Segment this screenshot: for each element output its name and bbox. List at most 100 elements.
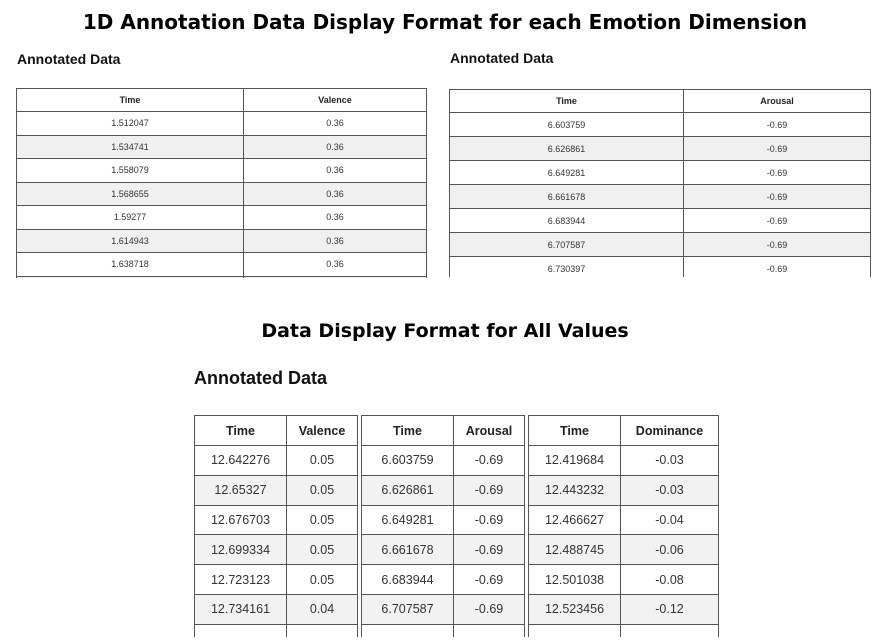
value-cell: 0.04 — [286, 593, 358, 625]
table-row: 12.488745 -0.06 — [528, 534, 719, 566]
time-cell: 6.707587 — [449, 232, 684, 257]
all-values-heading: Annotated Data — [194, 368, 328, 388]
empty-cell — [16, 275, 244, 278]
time-cell: 1.512047 — [16, 111, 244, 136]
table-row: 6.661678 -0.69 — [361, 534, 525, 566]
value-cell: -0.69 — [453, 564, 525, 595]
table-row: 6.603759 -0.69 — [361, 445, 525, 476]
time-cell: 1.534741 — [16, 134, 244, 159]
value-cell: -0.06 — [620, 534, 719, 566]
table-row: 1.558079 0.36 — [16, 158, 427, 183]
table-row-partial — [361, 623, 525, 637]
empty-cell — [243, 275, 427, 278]
value-cell: 0.05 — [286, 445, 358, 476]
all-values-arousal-header-time: Time — [361, 415, 454, 446]
table-row: 6.730397 -0.69 — [449, 256, 871, 277]
value-cell: -0.69 — [683, 160, 871, 185]
valence-panel-heading: Annotated Data — [17, 51, 121, 67]
time-cell: 6.626861 — [361, 474, 454, 506]
table-row: 12.523456 -0.12 — [528, 593, 719, 625]
valence-table-body: 1.512047 0.36 1.534741 0.36 1.558079 0.36 1.56… — [16, 111, 427, 278]
valence-table: Time Valence 1.512047 0.36 1.534741 0.36 1.5… — [16, 88, 427, 278]
value-cell: -0.69 — [683, 184, 871, 209]
time-cell: 6.603759 — [449, 112, 684, 137]
value-cell: 0.36 — [243, 181, 427, 206]
all-values-arousal-table: Time Arousal 6.603759 -0.69 6.626861 -0.69 6… — [361, 415, 525, 637]
empty-cell — [286, 623, 358, 637]
value-cell: 0.36 — [243, 205, 427, 230]
value-cell: 0.36 — [243, 134, 427, 159]
value-cell: 0.05 — [286, 534, 358, 566]
table-row: 6.707587 -0.69 — [449, 232, 871, 257]
value-cell: -0.08 — [620, 564, 719, 595]
middle-title: Data Display Format for All Values — [261, 320, 629, 342]
arousal-table-clip: Time Arousal 6.603759 -0.69 6.626861 -0.69 6… — [449, 89, 872, 277]
table-row: 6.626861 -0.69 — [361, 474, 525, 506]
table-row: 12.443232 -0.03 — [528, 474, 719, 506]
all-values-valence-header-valence: Valence — [286, 415, 358, 446]
table-row: 12.676703 0.05 — [194, 504, 358, 536]
table-row: 1.614943 0.36 — [16, 228, 427, 253]
valence-table-header-valence: Valence — [243, 88, 427, 112]
table-row: 6.603759 -0.69 — [449, 112, 871, 137]
time-cell: 12.501038 — [528, 564, 621, 595]
time-cell: 12.723123 — [194, 564, 287, 595]
time-cell: 6.683944 — [449, 208, 684, 233]
time-cell: 12.734161 — [194, 593, 287, 625]
time-cell: 6.661678 — [449, 184, 684, 209]
table-row: 6.649281 -0.69 — [361, 504, 525, 536]
time-cell: 6.707587 — [361, 593, 454, 625]
all-values-arousal-body: 6.603759 -0.69 6.626861 -0.69 6.649281 -0.69 6… — [361, 445, 525, 637]
time-cell: 12.488745 — [528, 534, 621, 566]
valence-table-header-time: Time — [16, 88, 244, 112]
time-cell: 1.614943 — [16, 228, 244, 253]
all-values-tables: Time Valence 12.642276 0.05 12.65327 0.05 12… — [194, 415, 724, 637]
time-cell: 12.65327 — [194, 474, 287, 506]
time-cell: 12.523456 — [528, 593, 621, 625]
value-cell: 0.36 — [243, 111, 427, 136]
value-cell: -0.69 — [683, 112, 871, 137]
all-values-dominance-header-dominance: Dominance — [620, 415, 719, 446]
time-cell: 6.649281 — [361, 504, 454, 536]
value-cell: 0.05 — [286, 474, 358, 506]
table-row: 6.683944 -0.69 — [449, 208, 871, 233]
table-row: 12.65327 0.05 — [194, 474, 358, 506]
table-row: 12.466627 -0.04 — [528, 504, 719, 536]
empty-cell — [361, 623, 454, 637]
table-row: 6.683944 -0.69 — [361, 564, 525, 595]
all-values-valence-header-time: Time — [194, 415, 287, 446]
empty-cell — [453, 623, 525, 637]
table-row: 12.501038 -0.08 — [528, 564, 719, 595]
time-cell: 12.642276 — [194, 445, 287, 476]
value-cell: -0.03 — [620, 474, 719, 506]
all-values-dominance-table: Time Dominance 12.419684 -0.03 12.443232 -0… — [528, 415, 719, 637]
empty-cell — [528, 623, 621, 637]
time-cell: 6.626861 — [449, 136, 684, 161]
table-row: 12.642276 0.05 — [194, 445, 358, 476]
table-row: 12.734161 0.04 — [194, 593, 358, 625]
value-cell: -0.03 — [620, 445, 719, 476]
time-cell: 12.443232 — [528, 474, 621, 506]
all-values-dominance-header-time: Time — [528, 415, 621, 446]
table-row: 1.638718 0.36 — [16, 252, 427, 277]
table-row-partial — [16, 275, 427, 278]
all-values-dominance-body: 12.419684 -0.03 12.443232 -0.03 12.466627 -0.… — [528, 445, 719, 637]
table-row: 1.534741 0.36 — [16, 134, 427, 159]
table-row: 12.723123 0.05 — [194, 564, 358, 595]
value-cell: -0.69 — [683, 256, 871, 277]
arousal-table-header-time: Time — [449, 89, 684, 113]
value-cell: -0.69 — [683, 208, 871, 233]
time-cell: 6.649281 — [449, 160, 684, 185]
arousal-table-body: 6.603759 -0.69 6.626861 -0.69 6.649281 -0.69 6… — [449, 112, 871, 277]
value-cell: -0.69 — [453, 445, 525, 476]
valence-table-clip: Time Valence 1.512047 0.36 1.534741 0.36 1.5… — [16, 88, 428, 278]
table-row: 6.649281 -0.69 — [449, 160, 871, 185]
arousal-table: Time Arousal 6.603759 -0.69 6.626861 -0.69 6… — [449, 89, 871, 277]
value-cell: -0.12 — [620, 593, 719, 625]
table-row: 12.419684 -0.03 — [528, 445, 719, 476]
value-cell: -0.69 — [453, 534, 525, 566]
time-cell: 12.466627 — [528, 504, 621, 536]
time-cell: 1.638718 — [16, 252, 244, 277]
table-row-partial — [194, 623, 358, 637]
time-cell: 12.419684 — [528, 445, 621, 476]
